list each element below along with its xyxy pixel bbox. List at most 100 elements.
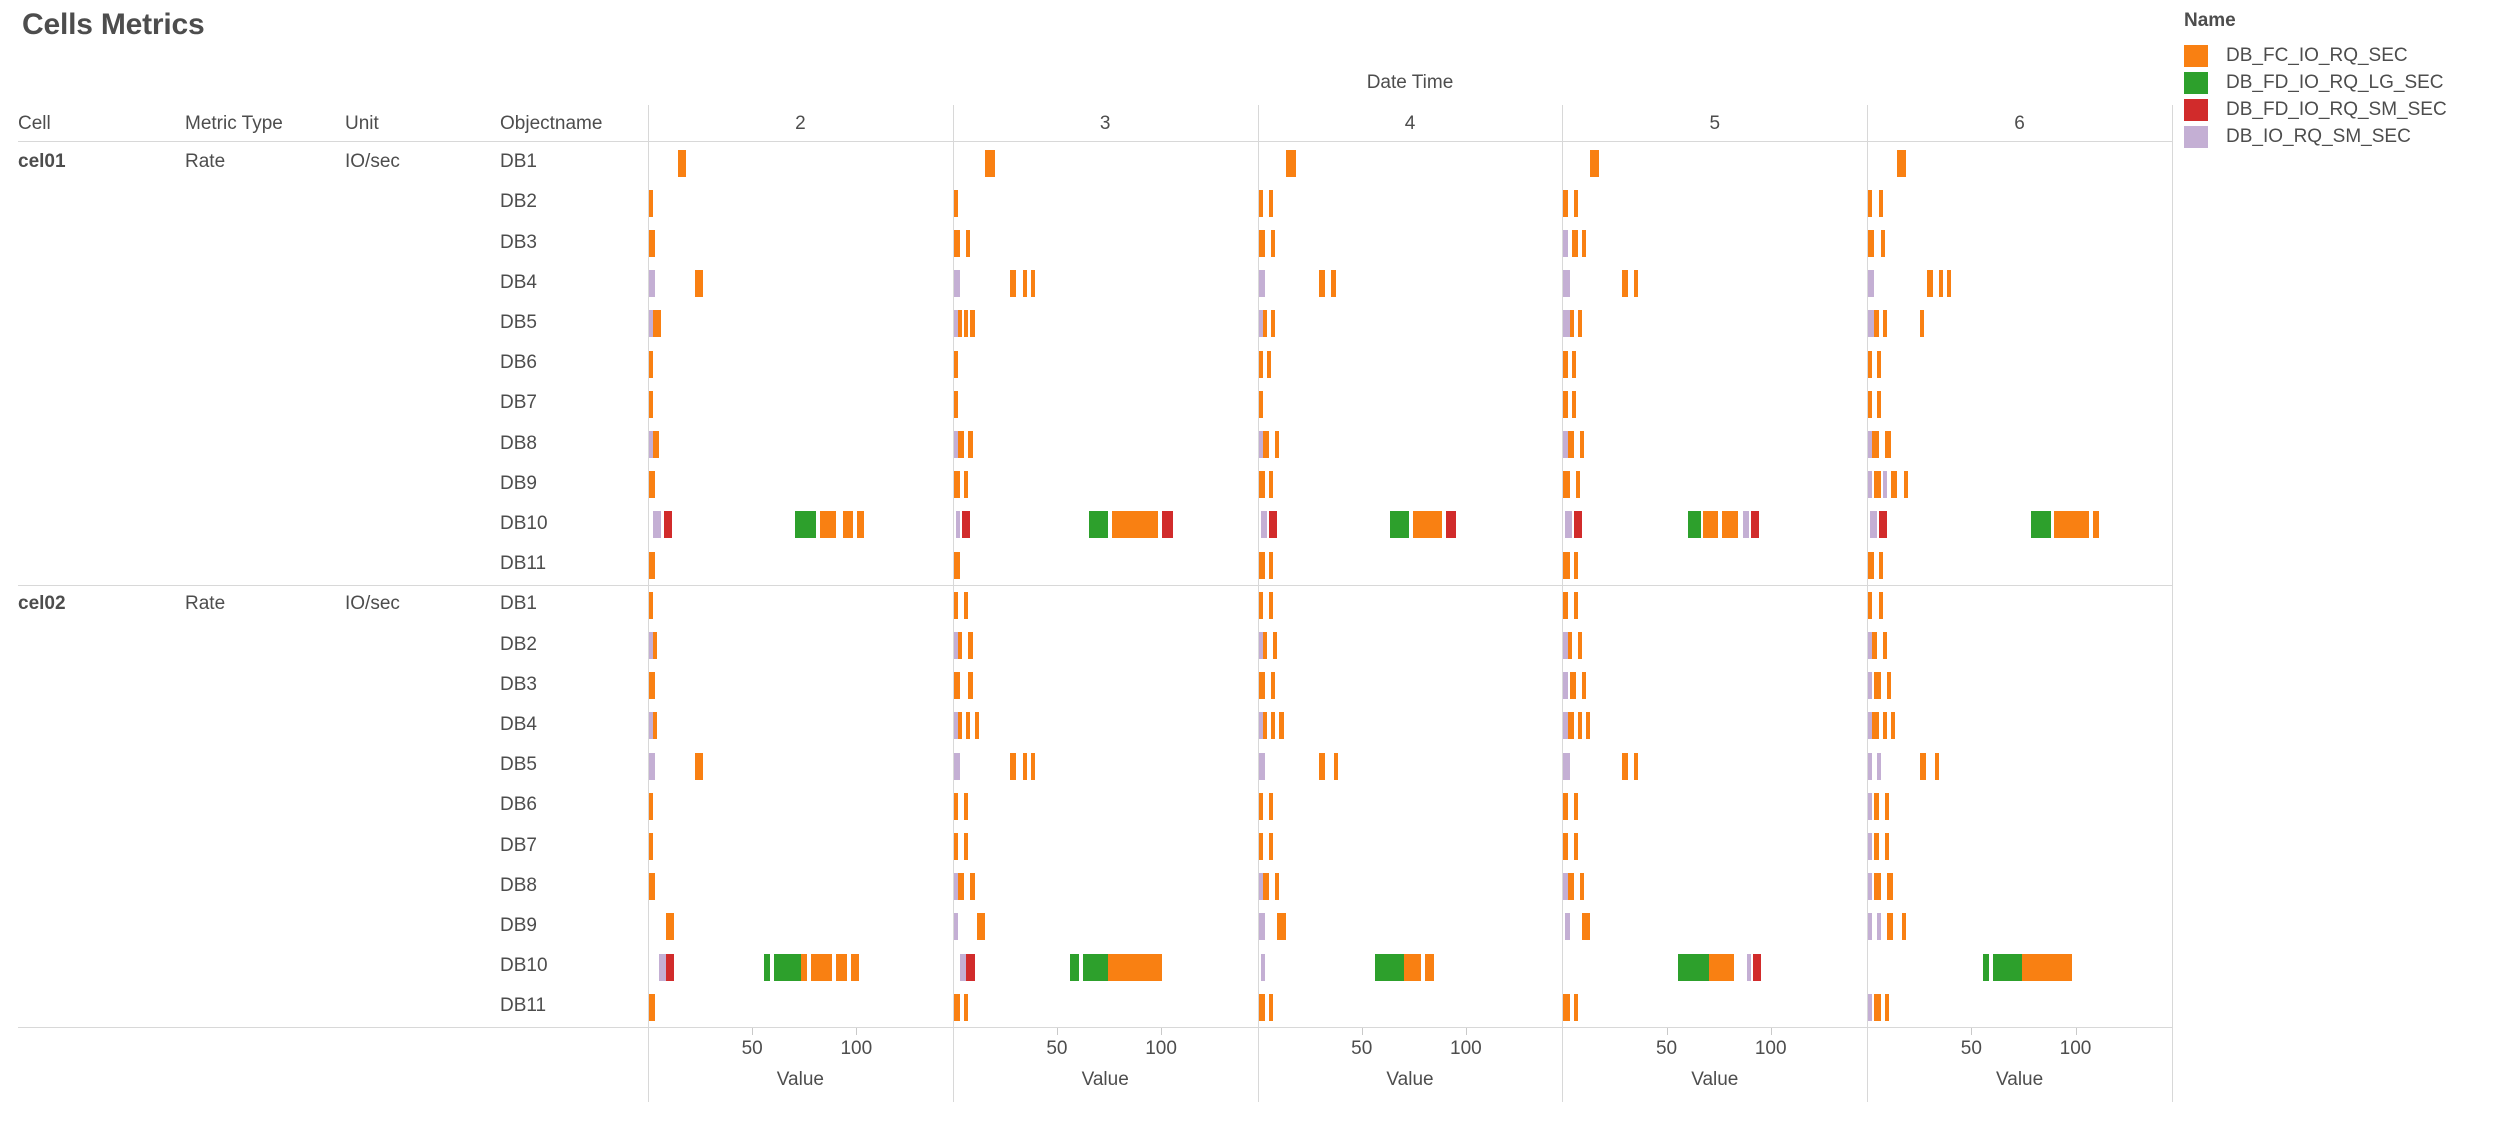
- bar-mark[interactable]: [1868, 350, 1873, 378]
- bar-mark[interactable]: [794, 511, 816, 539]
- bar-mark[interactable]: [694, 270, 704, 298]
- bar-mark[interactable]: [957, 632, 963, 659]
- bar-mark[interactable]: [1271, 712, 1276, 740]
- bar-mark[interactable]: [1868, 913, 1873, 941]
- bar-mark[interactable]: [1567, 873, 1574, 901]
- bar-mark[interactable]: [1874, 833, 1879, 860]
- bar-mark[interactable]: [974, 712, 979, 740]
- bar-mark[interactable]: [694, 752, 704, 780]
- bar-mark[interactable]: [659, 953, 666, 981]
- legend-item[interactable]: DB_FD_IO_RQ_SM_SEC: [2184, 96, 2500, 123]
- bar-mark[interactable]: [1868, 230, 1875, 257]
- bar-mark[interactable]: [1882, 632, 1887, 659]
- bar-mark[interactable]: [1266, 350, 1272, 378]
- bar-mark[interactable]: [1870, 511, 1877, 539]
- bar-mark[interactable]: [1884, 792, 1889, 820]
- bar-mark[interactable]: [1022, 752, 1027, 780]
- bar-mark[interactable]: [1258, 993, 1265, 1021]
- bar-mark[interactable]: [842, 511, 854, 539]
- bar-mark[interactable]: [1920, 310, 1925, 338]
- bar-mark[interactable]: [957, 310, 963, 338]
- bar-mark[interactable]: [1876, 390, 1881, 418]
- bar-mark[interactable]: [1569, 672, 1576, 700]
- column-header-cell[interactable]: Cell: [18, 113, 51, 134]
- bar-mark[interactable]: [976, 913, 986, 941]
- bar-mark[interactable]: [1573, 189, 1578, 217]
- bar-mark[interactable]: [1269, 471, 1274, 499]
- row-label-objectname[interactable]: DB8: [500, 874, 537, 896]
- bar-mark[interactable]: [1089, 511, 1108, 539]
- bar-mark[interactable]: [1258, 230, 1265, 257]
- bar-mark[interactable]: [801, 953, 808, 981]
- bar-mark[interactable]: [1878, 511, 1887, 539]
- bar-mark[interactable]: [1563, 712, 1568, 740]
- bar-mark[interactable]: [1582, 672, 1587, 700]
- bar-mark[interactable]: [1030, 270, 1036, 298]
- bar-mark[interactable]: [1269, 993, 1274, 1021]
- bar-mark[interactable]: [649, 310, 654, 338]
- bar-mark[interactable]: [1750, 511, 1760, 539]
- cell-value-unit[interactable]: IO/sec: [345, 593, 400, 615]
- bar-mark[interactable]: [1262, 712, 1267, 740]
- bar-mark[interactable]: [953, 390, 958, 418]
- bar-mark[interactable]: [1874, 873, 1881, 901]
- bar-mark[interactable]: [1868, 270, 1875, 298]
- bar-mark[interactable]: [1258, 390, 1263, 418]
- bar-mark[interactable]: [1926, 270, 1933, 298]
- bar-mark[interactable]: [1563, 672, 1568, 700]
- bar-mark[interactable]: [653, 632, 658, 659]
- bar-mark[interactable]: [665, 913, 674, 941]
- bar-mark[interactable]: [1275, 873, 1280, 901]
- bar-mark[interactable]: [1868, 591, 1873, 619]
- bar-mark[interactable]: [1258, 913, 1265, 941]
- bar-mark[interactable]: [1709, 953, 1735, 981]
- bar-mark[interactable]: [957, 873, 965, 901]
- bar-mark[interactable]: [1882, 310, 1887, 338]
- bar-mark[interactable]: [953, 792, 958, 820]
- bar-mark[interactable]: [1868, 993, 1873, 1021]
- legend-item[interactable]: DB_FC_IO_RQ_SEC: [2184, 42, 2500, 69]
- bar-mark[interactable]: [1277, 913, 1286, 941]
- bar-mark[interactable]: [955, 511, 961, 539]
- row-label-objectname[interactable]: DB7: [500, 392, 537, 414]
- bar-mark[interactable]: [964, 310, 969, 338]
- cell-value-metric-type[interactable]: Rate: [185, 593, 226, 615]
- bar-mark[interactable]: [1319, 752, 1326, 780]
- bar-mark[interactable]: [649, 270, 656, 298]
- bar-mark[interactable]: [1258, 792, 1263, 820]
- bar-mark[interactable]: [1404, 953, 1422, 981]
- bar-mark[interactable]: [953, 712, 958, 740]
- bar-mark[interactable]: [968, 431, 973, 458]
- bar-mark[interactable]: [649, 230, 656, 257]
- legend-item[interactable]: DB_FD_IO_RQ_LG_SEC: [2184, 69, 2500, 96]
- bar-mark[interactable]: [966, 712, 971, 740]
- bar-mark[interactable]: [1621, 752, 1628, 780]
- bar-mark[interactable]: [1571, 390, 1576, 418]
- bar-mark[interactable]: [1333, 752, 1338, 780]
- bar-mark[interactable]: [2022, 953, 2073, 981]
- bar-mark[interactable]: [1082, 953, 1108, 981]
- row-label-objectname[interactable]: DB4: [500, 271, 537, 293]
- bar-mark[interactable]: [763, 953, 770, 981]
- row-label-objectname[interactable]: DB10: [500, 512, 548, 534]
- bar-mark[interactable]: [953, 270, 961, 298]
- bar-mark[interactable]: [1563, 632, 1568, 659]
- bar-mark[interactable]: [1868, 712, 1873, 740]
- bar-mark[interactable]: [1884, 833, 1889, 860]
- bar-mark[interactable]: [649, 632, 654, 659]
- bar-mark[interactable]: [1891, 712, 1896, 740]
- bar-mark[interactable]: [1271, 310, 1276, 338]
- bar-mark[interactable]: [1876, 752, 1881, 780]
- bar-mark[interactable]: [1258, 270, 1265, 298]
- bar-mark[interactable]: [1070, 953, 1079, 981]
- bar-mark[interactable]: [970, 873, 975, 901]
- bar-mark[interactable]: [819, 511, 837, 539]
- bar-mark[interactable]: [957, 431, 965, 458]
- bar-mark[interactable]: [649, 873, 656, 901]
- bar-mark[interactable]: [773, 953, 802, 981]
- bar-mark[interactable]: [953, 591, 958, 619]
- row-label-objectname[interactable]: DB6: [500, 352, 537, 374]
- bar-mark[interactable]: [1884, 431, 1892, 458]
- bar-mark[interactable]: [1262, 873, 1269, 901]
- bar-mark[interactable]: [857, 511, 864, 539]
